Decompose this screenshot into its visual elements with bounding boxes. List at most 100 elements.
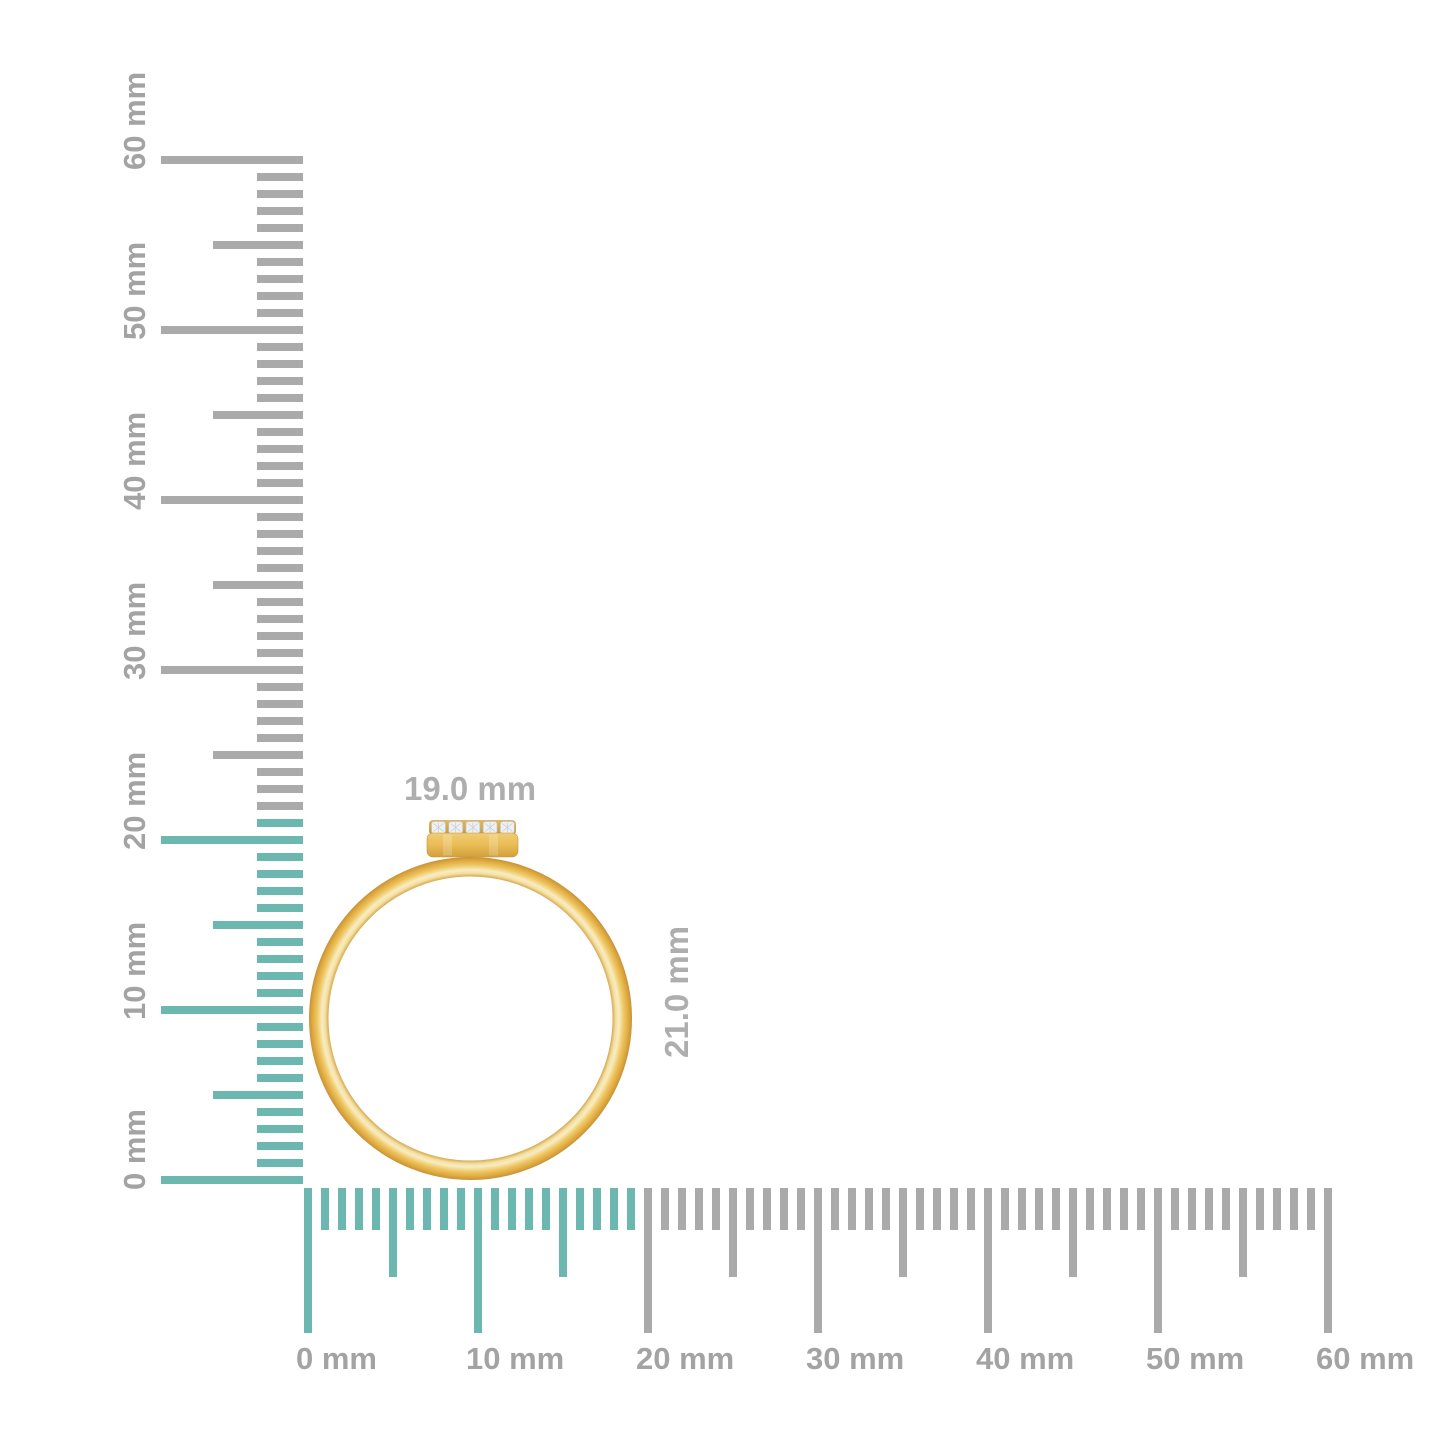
horizontal-tick-mark xyxy=(678,1188,686,1230)
vertical-tick-mark xyxy=(213,241,303,249)
horizontal-tick-mark xyxy=(559,1188,567,1277)
horizontal-tick-mark xyxy=(525,1188,533,1230)
vertical-tick-mark xyxy=(257,275,303,283)
vertical-ruler-label: 40 mm xyxy=(117,411,152,510)
horizontal-tick-mark xyxy=(474,1188,482,1333)
vertical-tick-mark xyxy=(257,734,303,742)
horizontal-tick-mark xyxy=(542,1188,550,1230)
diamond-facet-lines xyxy=(467,822,479,833)
horizontal-tick-mark xyxy=(763,1188,771,1230)
horizontal-tick-mark xyxy=(882,1188,890,1230)
diamond-facet-lines xyxy=(433,822,444,833)
vertical-tick-mark xyxy=(257,207,303,215)
horizontal-tick-mark xyxy=(797,1188,805,1230)
vertical-tick-mark xyxy=(213,1091,303,1099)
vertical-tick-mark xyxy=(257,904,303,912)
vertical-tick-mark xyxy=(257,887,303,895)
horizontal-tick-mark xyxy=(406,1188,414,1230)
vertical-tick-mark xyxy=(257,360,303,368)
vertical-tick-mark xyxy=(257,632,303,640)
horizontal-tick-mark xyxy=(933,1188,941,1230)
vertical-tick-mark xyxy=(213,411,303,419)
horizontal-tick-mark xyxy=(321,1188,329,1230)
vertical-tick-mark xyxy=(257,462,303,470)
horizontal-tick-mark xyxy=(1256,1188,1264,1230)
vertical-tick-mark xyxy=(257,649,303,657)
vertical-tick-mark xyxy=(257,768,303,776)
vertical-tick-mark xyxy=(257,1142,303,1150)
horizontal-tick-mark xyxy=(1290,1188,1298,1230)
vertical-tick-mark xyxy=(257,938,303,946)
horizontal-tick-mark xyxy=(1103,1188,1111,1230)
horizontal-tick-mark xyxy=(899,1188,907,1277)
horizontal-tick-mark xyxy=(661,1188,669,1230)
vertical-tick-mark xyxy=(257,955,303,963)
horizontal-tick-mark xyxy=(729,1188,737,1277)
vertical-tick-mark xyxy=(257,1023,303,1031)
vertical-tick-mark xyxy=(213,581,303,589)
vertical-tick-mark xyxy=(257,394,303,402)
vertical-ruler-label: 50 mm xyxy=(117,241,152,340)
horizontal-ruler-label: 40 mm xyxy=(976,1341,1075,1376)
horizontal-tick-mark xyxy=(1307,1188,1315,1230)
vertical-tick-mark xyxy=(257,598,303,606)
vertical-tick-mark xyxy=(257,343,303,351)
horizontal-tick-mark xyxy=(576,1188,584,1230)
vertical-tick-mark xyxy=(257,972,303,980)
vertical-tick-mark xyxy=(161,1176,303,1184)
horizontal-tick-mark xyxy=(1052,1188,1060,1230)
horizontal-tick-mark xyxy=(423,1188,431,1230)
horizontal-tick-mark xyxy=(644,1188,652,1333)
vertical-ruler-label: 60 mm xyxy=(117,71,152,170)
vertical-tick-mark xyxy=(257,785,303,793)
vertical-tick-mark xyxy=(257,717,303,725)
vertical-tick-mark xyxy=(257,377,303,385)
horizontal-tick-mark xyxy=(1069,1188,1077,1277)
vertical-tick-mark xyxy=(257,1057,303,1065)
horizontal-tick-mark xyxy=(627,1188,635,1230)
horizontal-ruler-label: 50 mm xyxy=(1146,1341,1245,1376)
horizontal-tick-mark xyxy=(491,1188,499,1230)
horizontal-tick-mark xyxy=(610,1188,618,1230)
vertical-tick-mark xyxy=(257,1074,303,1082)
horizontal-tick-mark xyxy=(814,1188,822,1333)
diamond-stone xyxy=(448,821,464,834)
horizontal-tick-mark xyxy=(831,1188,839,1230)
vertical-ruler-label: 0 mm xyxy=(117,1109,152,1190)
vertical-tick-mark xyxy=(257,1108,303,1116)
horizontal-tick-mark xyxy=(440,1188,448,1230)
vertical-tick-mark xyxy=(257,989,303,997)
horizontal-tick-mark xyxy=(304,1188,312,1333)
vertical-tick-mark xyxy=(213,751,303,759)
diamond-stone xyxy=(431,821,446,834)
horizontal-tick-mark xyxy=(746,1188,754,1230)
horizontal-tick-mark xyxy=(1205,1188,1213,1230)
vertical-tick-mark xyxy=(257,564,303,572)
horizontal-tick-mark xyxy=(984,1188,992,1333)
horizontal-tick-mark xyxy=(695,1188,703,1230)
horizontal-tick-mark xyxy=(1188,1188,1196,1230)
horizontal-tick-mark xyxy=(1154,1188,1162,1333)
vertical-tick-mark xyxy=(257,1159,303,1167)
horizontal-tick-mark xyxy=(1137,1188,1145,1230)
horizontal-tick-mark xyxy=(848,1188,856,1230)
horizontal-tick-mark xyxy=(1018,1188,1026,1230)
vertical-tick-mark xyxy=(257,428,303,436)
vertical-tick-mark xyxy=(257,819,303,827)
diamond-stone xyxy=(499,821,515,834)
horizontal-ruler-label: 10 mm xyxy=(466,1341,565,1376)
horizontal-tick-mark xyxy=(457,1188,465,1230)
vertical-tick-mark xyxy=(161,836,303,844)
horizontal-tick-mark xyxy=(1239,1188,1247,1277)
vertical-ruler-label: 20 mm xyxy=(117,751,152,850)
diamond-stone xyxy=(482,821,498,834)
vertical-tick-mark xyxy=(257,700,303,708)
ring-band xyxy=(309,857,632,1180)
vertical-tick-mark xyxy=(161,666,303,674)
horizontal-tick-mark xyxy=(712,1188,720,1230)
vertical-tick-mark xyxy=(257,1125,303,1133)
horizontal-tick-mark xyxy=(593,1188,601,1230)
diamond-facet-lines xyxy=(484,822,496,833)
vertical-tick-mark xyxy=(257,1040,303,1048)
